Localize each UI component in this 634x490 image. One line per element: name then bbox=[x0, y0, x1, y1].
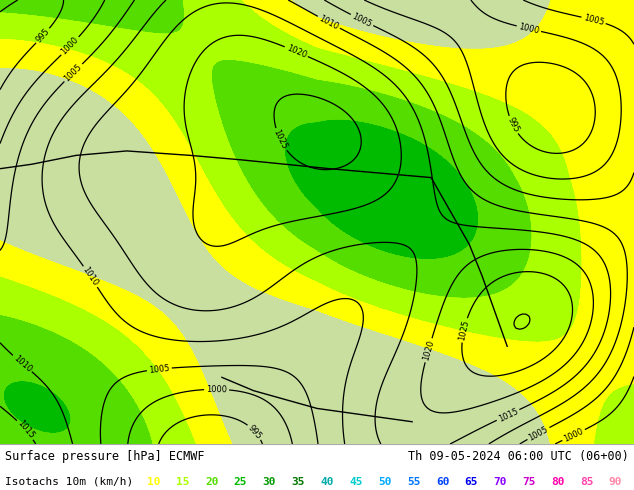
Text: 1010: 1010 bbox=[81, 266, 100, 288]
Text: 60: 60 bbox=[436, 477, 450, 487]
Text: 1005: 1005 bbox=[583, 13, 605, 27]
Text: 1020: 1020 bbox=[285, 43, 307, 60]
Text: 20: 20 bbox=[205, 477, 219, 487]
Text: 1010: 1010 bbox=[318, 13, 340, 31]
Text: 70: 70 bbox=[493, 477, 507, 487]
Text: 10: 10 bbox=[147, 477, 161, 487]
Text: 80: 80 bbox=[551, 477, 565, 487]
Text: 25: 25 bbox=[234, 477, 247, 487]
Text: 1005: 1005 bbox=[527, 424, 550, 442]
Text: 50: 50 bbox=[378, 477, 392, 487]
Text: 995: 995 bbox=[505, 116, 521, 134]
Text: 1015: 1015 bbox=[496, 406, 519, 423]
Text: 35: 35 bbox=[292, 477, 305, 487]
Text: 40: 40 bbox=[320, 477, 334, 487]
Text: 1020: 1020 bbox=[421, 339, 436, 362]
Text: 65: 65 bbox=[465, 477, 478, 487]
Text: 75: 75 bbox=[522, 477, 536, 487]
Text: 1015: 1015 bbox=[15, 419, 36, 441]
Text: 85: 85 bbox=[580, 477, 593, 487]
Text: 1005: 1005 bbox=[351, 11, 373, 29]
Text: 995: 995 bbox=[246, 423, 264, 441]
Text: 45: 45 bbox=[349, 477, 363, 487]
Text: 995: 995 bbox=[34, 27, 51, 45]
Text: Isotachs 10m (km/h): Isotachs 10m (km/h) bbox=[5, 477, 133, 487]
Text: Th 09-05-2024 06:00 UTC (06+00): Th 09-05-2024 06:00 UTC (06+00) bbox=[408, 450, 629, 464]
Text: 1010: 1010 bbox=[11, 353, 33, 374]
Text: 1025: 1025 bbox=[457, 319, 470, 342]
Text: 30: 30 bbox=[262, 477, 276, 487]
Text: 1000: 1000 bbox=[562, 426, 585, 443]
Text: Surface pressure [hPa] ECMWF: Surface pressure [hPa] ECMWF bbox=[5, 450, 205, 464]
Text: 1000: 1000 bbox=[206, 385, 227, 394]
Text: 55: 55 bbox=[407, 477, 420, 487]
Text: 1000: 1000 bbox=[517, 22, 540, 35]
Text: 1000: 1000 bbox=[60, 35, 81, 57]
Text: 1005: 1005 bbox=[63, 62, 84, 83]
Text: 15: 15 bbox=[176, 477, 190, 487]
Text: 90: 90 bbox=[609, 477, 623, 487]
Text: 1025: 1025 bbox=[272, 128, 289, 151]
Text: 1005: 1005 bbox=[148, 364, 170, 375]
